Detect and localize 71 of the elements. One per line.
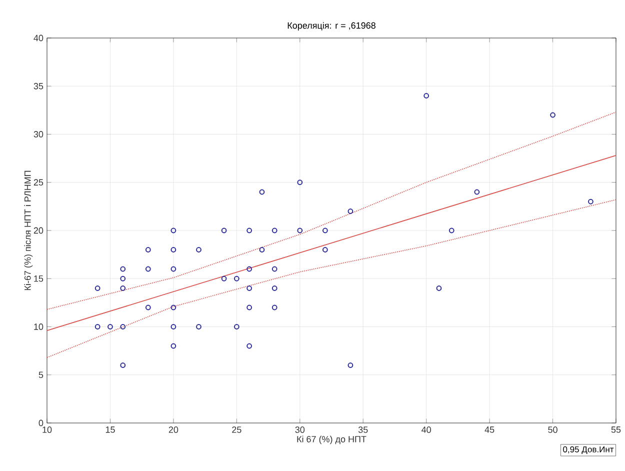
y-axis-title: Кі-67 (%) після НПТ і РЛНМП bbox=[24, 170, 33, 290]
point bbox=[234, 324, 240, 330]
point bbox=[272, 266, 278, 272]
point bbox=[436, 286, 442, 291]
point bbox=[246, 286, 252, 291]
point bbox=[145, 266, 151, 272]
y-tick-label: 5 bbox=[38, 372, 44, 378]
point bbox=[221, 228, 227, 234]
point bbox=[588, 198, 594, 204]
point bbox=[272, 286, 278, 291]
point bbox=[145, 304, 151, 310]
point bbox=[120, 362, 126, 368]
point bbox=[196, 324, 202, 330]
point bbox=[550, 112, 556, 118]
y-tick-label: 15 bbox=[34, 275, 44, 282]
point bbox=[424, 93, 430, 98]
point bbox=[272, 304, 278, 310]
y-tick-label: 35 bbox=[34, 82, 44, 90]
point bbox=[246, 266, 252, 272]
x-tick-label: 15 bbox=[106, 426, 115, 433]
point bbox=[108, 324, 113, 330]
point bbox=[120, 276, 126, 282]
point bbox=[448, 228, 454, 234]
point bbox=[170, 304, 176, 310]
point bbox=[246, 304, 252, 310]
x-tick-label: 25 bbox=[232, 426, 242, 433]
point bbox=[145, 247, 151, 252]
point bbox=[246, 228, 252, 234]
point bbox=[272, 228, 278, 234]
y-tick-label: 10 bbox=[34, 324, 44, 330]
point bbox=[474, 189, 480, 195]
x-tick-label: 20 bbox=[168, 426, 178, 433]
point bbox=[259, 247, 265, 252]
point bbox=[234, 276, 240, 282]
point bbox=[120, 324, 126, 330]
line-series bbox=[46, 199, 616, 358]
x-tick-label: 10 bbox=[42, 426, 52, 433]
x-tick-label: 35 bbox=[358, 426, 368, 433]
point bbox=[348, 208, 354, 214]
point bbox=[322, 228, 328, 234]
y-tick-label: 0 bbox=[38, 420, 44, 426]
point bbox=[196, 247, 202, 252]
point bbox=[259, 189, 265, 195]
point bbox=[170, 247, 176, 252]
x-tick-label: 40 bbox=[422, 426, 431, 433]
x-tick-label: 55 bbox=[611, 426, 621, 433]
x-axis-title: Кі 67 (%) до НПТ bbox=[297, 436, 366, 444]
x-tick-label: 30 bbox=[295, 426, 305, 433]
chart-title: Кореляція: r = ,61968 bbox=[288, 22, 376, 30]
point bbox=[246, 343, 252, 349]
point bbox=[170, 324, 176, 330]
point bbox=[348, 362, 354, 368]
y-tick-label: 20 bbox=[34, 227, 44, 234]
point bbox=[94, 286, 100, 291]
point bbox=[120, 266, 126, 272]
point bbox=[297, 228, 303, 234]
point bbox=[170, 343, 176, 349]
point bbox=[297, 180, 303, 186]
point bbox=[221, 276, 227, 282]
text: 0,95 Дов.Инт bbox=[563, 446, 614, 454]
y-tick-label: 25 bbox=[34, 179, 44, 186]
point bbox=[170, 266, 176, 272]
point bbox=[120, 286, 126, 291]
y-tick-label: 30 bbox=[34, 131, 44, 138]
y-tick-label: 40 bbox=[34, 34, 44, 42]
point bbox=[94, 324, 100, 330]
line-series bbox=[46, 112, 616, 310]
x-tick-label: 50 bbox=[548, 426, 558, 433]
point bbox=[170, 228, 176, 234]
point bbox=[322, 247, 328, 252]
x-tick-label: 45 bbox=[484, 426, 494, 433]
